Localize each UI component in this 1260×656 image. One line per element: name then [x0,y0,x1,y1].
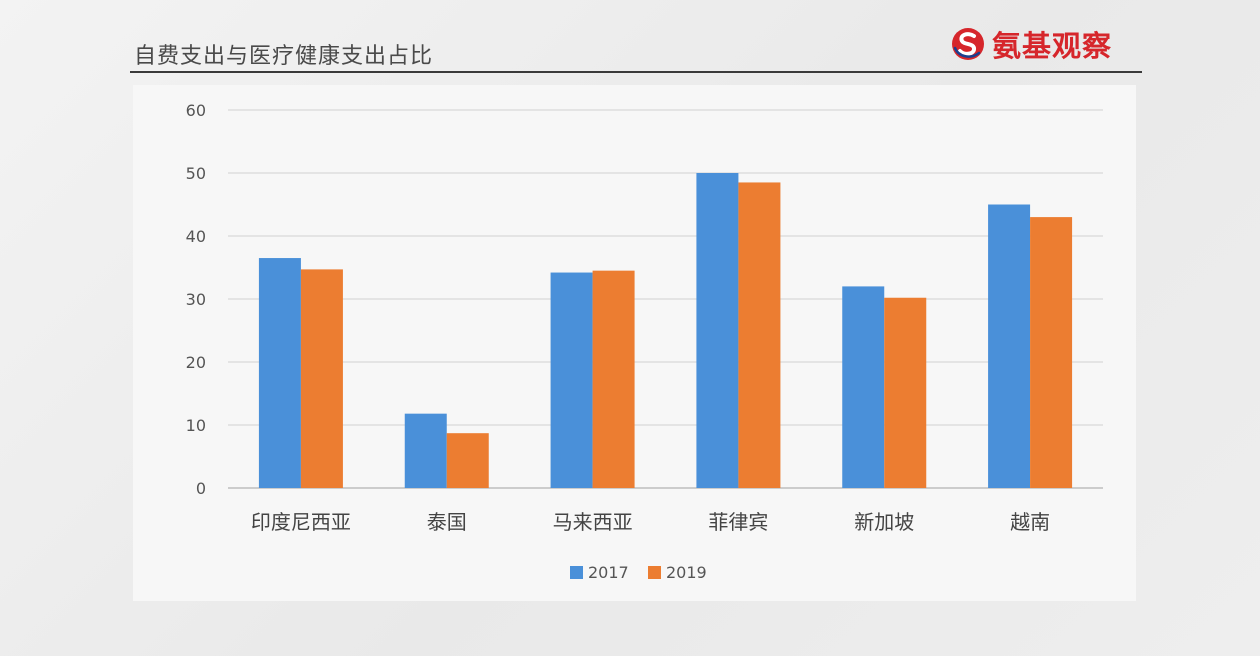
brand-logo-group: 氨基观察 [950,26,1113,63]
x-tick-label: 越南 [1010,510,1050,534]
x-tick-label: 菲律宾 [708,510,768,534]
x-tick-label: 印度尼西亚 [251,510,351,534]
legend-label: 2017 [588,563,629,582]
brand-s-logo-icon [952,28,984,60]
title-divider [130,71,1142,73]
bar-2017-1 [404,413,447,488]
bar-2019-4 [884,297,927,488]
page-title: 自费支出与医疗健康支出占比 [134,44,434,69]
bar-2019-3 [738,182,781,488]
bar-2019-0 [300,269,343,488]
y-tick-label: 40 [186,227,206,246]
x-tick-label: 马来西亚 [553,510,633,534]
y-tick-label: 20 [186,353,206,372]
y-axis-ticks: 0 10 20 30 40 50 60 [186,101,206,498]
legend-swatch-2017 [570,566,583,579]
bar-2019-5 [1030,217,1073,488]
bar-2019-1 [446,433,489,488]
y-tick-label: 60 [186,101,206,120]
legend-label: 2019 [666,563,707,582]
bar-2017-4 [842,286,885,488]
bars-layer [258,173,1073,488]
x-tick-label: 新加坡 [854,510,914,534]
y-tick-label: 10 [186,416,206,435]
grid-layer [228,109,1103,489]
brand-name: 氨基观察 [992,29,1113,63]
bar-2017-2 [550,272,593,488]
y-tick-label: 0 [196,479,206,498]
legend-swatch-2019 [648,566,661,579]
bar-2017-3 [696,173,739,488]
bar-2017-0 [258,258,301,488]
bar-2017-5 [988,204,1031,488]
x-axis-ticks: 印度尼西亚 泰国 马来西亚 菲律宾 新加坡 越南 [251,510,1050,534]
bar-2019-2 [592,270,635,488]
y-tick-label: 30 [186,290,206,309]
legend: 2017 2019 [570,563,707,582]
chart-panel: 0 10 20 30 40 50 60 印度尼西亚 泰国 马来西亚 菲律宾 新加坡 越南 2017 20… [133,85,1136,601]
x-tick-label: 泰国 [427,510,467,534]
y-tick-label: 50 [186,164,206,183]
